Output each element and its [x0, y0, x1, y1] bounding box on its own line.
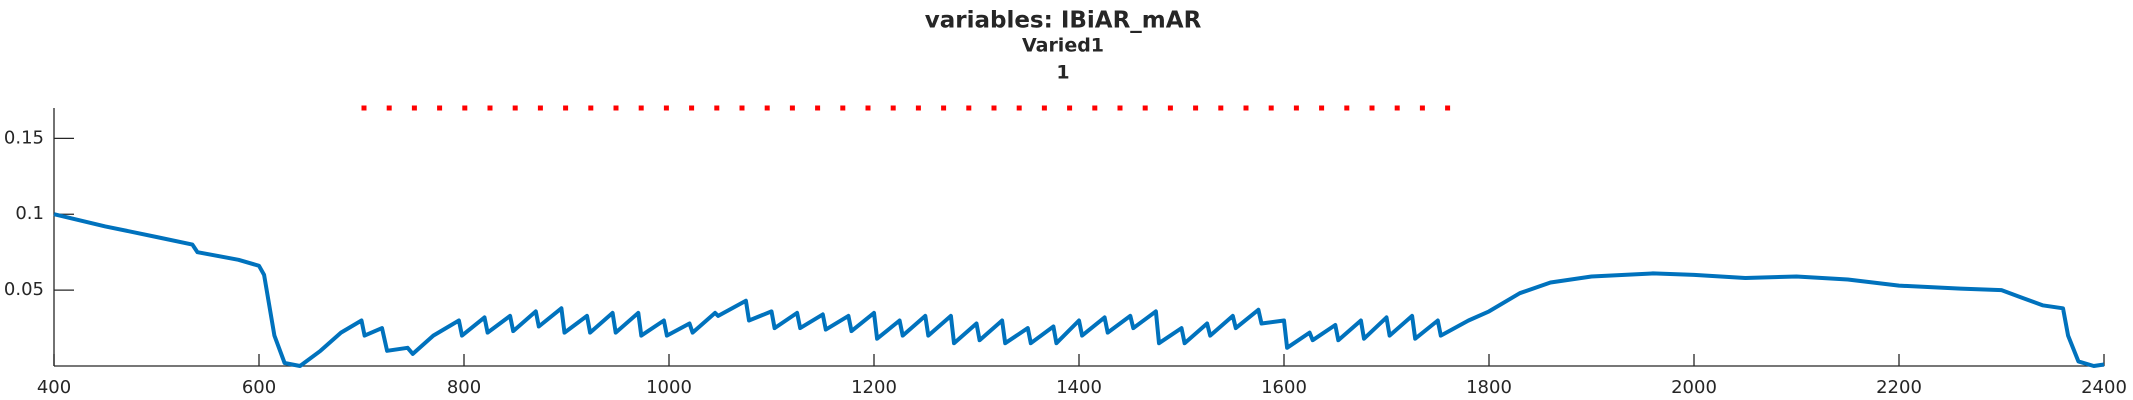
- x-tick-label: 1800: [1466, 377, 1512, 398]
- x-tick-label: 2400: [2081, 377, 2127, 398]
- chart-subtitle: 1: [1056, 62, 1069, 84]
- y-tick-label: 0.05: [4, 279, 44, 300]
- y-tick-label: 0.15: [4, 127, 44, 148]
- x-tick-label: 2200: [1876, 377, 1922, 398]
- chart-subtitle: Varied1: [1022, 35, 1104, 57]
- x-tick-label: 800: [447, 377, 481, 398]
- x-tick-label: 1000: [646, 377, 692, 398]
- x-tick-label: 1400: [1056, 377, 1102, 398]
- x-tick-label: 400: [37, 377, 71, 398]
- x-tick-label: 1600: [1261, 377, 1307, 398]
- chart-title: variables: IBiAR_mAR: [925, 8, 1202, 34]
- x-tick-label: 2000: [1671, 377, 1717, 398]
- data-line: [53, 212, 2105, 368]
- y-tick-label: 0.1: [15, 203, 44, 224]
- x-tick-label: 1200: [851, 377, 897, 398]
- x-tick-label: 600: [242, 377, 276, 398]
